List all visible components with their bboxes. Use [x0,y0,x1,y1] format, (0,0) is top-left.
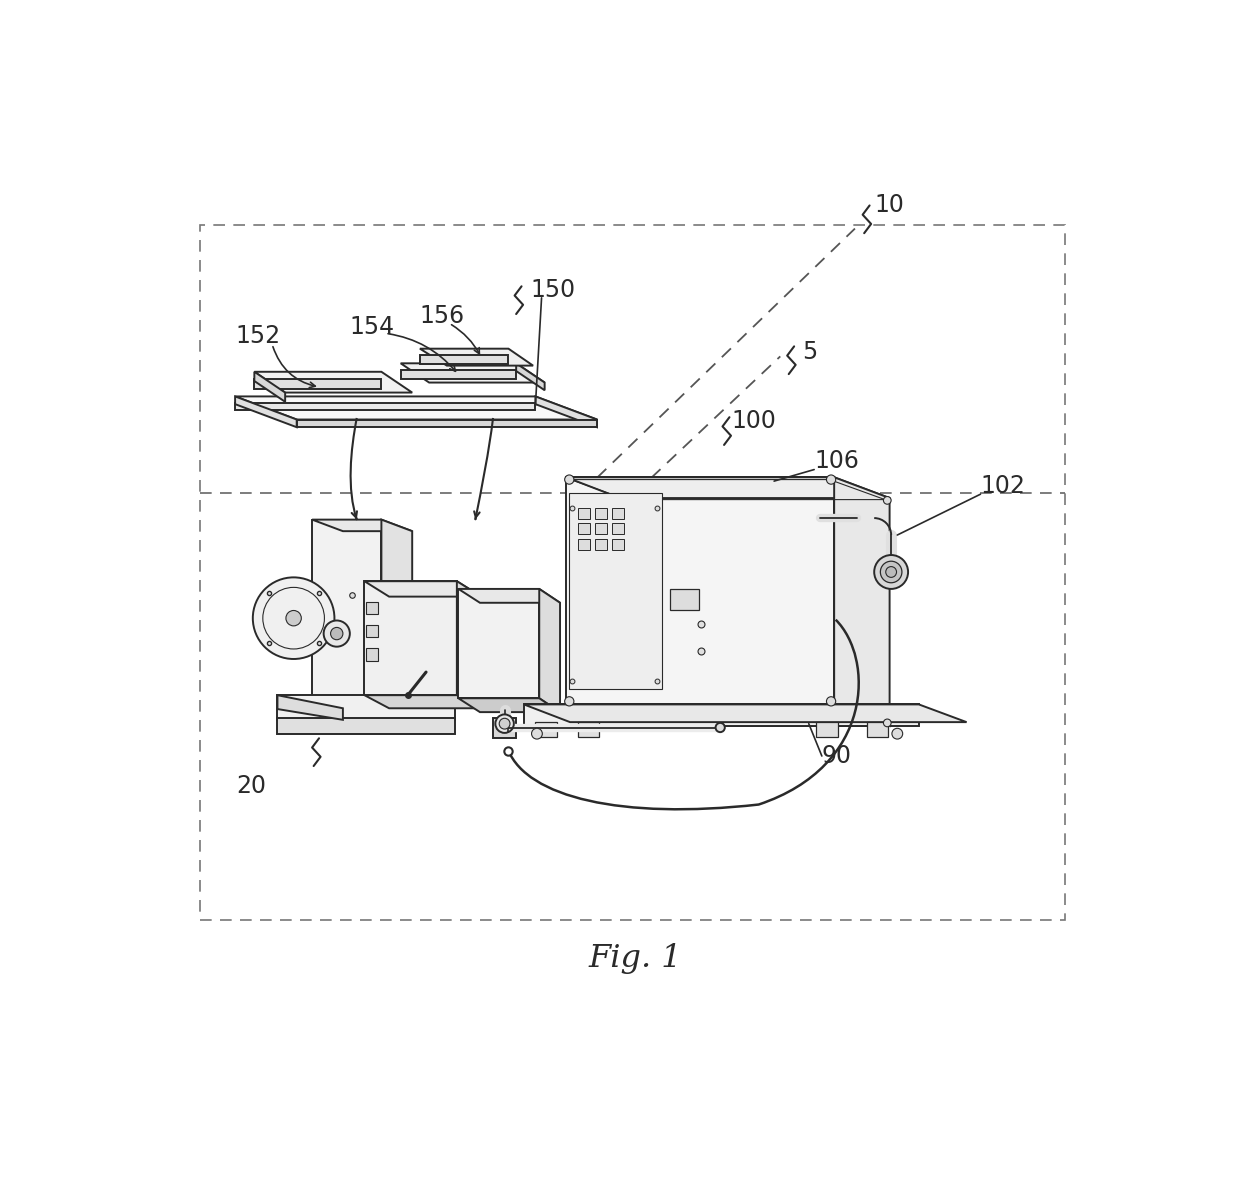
Polygon shape [611,523,624,534]
Circle shape [883,719,892,727]
Polygon shape [296,420,596,427]
Text: 106: 106 [815,449,859,473]
Text: 90: 90 [822,744,852,769]
Polygon shape [578,538,590,549]
Polygon shape [401,370,516,380]
Polygon shape [578,722,599,737]
Text: 154: 154 [350,315,394,339]
Text: 5: 5 [802,339,817,364]
Circle shape [826,696,836,706]
Polygon shape [312,696,412,708]
Polygon shape [595,508,608,518]
Polygon shape [401,363,544,383]
Circle shape [883,497,892,504]
Polygon shape [366,649,377,661]
Polygon shape [595,538,608,549]
Polygon shape [816,722,838,737]
Polygon shape [278,719,455,734]
Polygon shape [523,704,919,726]
Circle shape [892,728,903,739]
Circle shape [532,728,542,739]
Text: 100: 100 [732,409,776,433]
Polygon shape [366,625,377,637]
Polygon shape [365,581,456,695]
Polygon shape [420,349,533,365]
Polygon shape [578,508,590,518]
Circle shape [564,696,574,706]
Polygon shape [867,722,888,737]
Text: 10: 10 [874,193,904,217]
Circle shape [826,474,836,484]
Polygon shape [567,477,889,498]
Polygon shape [278,695,455,720]
Polygon shape [382,519,412,708]
Polygon shape [312,519,382,696]
Text: 152: 152 [236,324,280,349]
Polygon shape [236,396,296,427]
Polygon shape [494,719,516,738]
Polygon shape [578,523,590,534]
Circle shape [874,555,908,589]
Polygon shape [459,699,560,712]
Polygon shape [611,508,624,518]
Polygon shape [366,602,377,614]
Polygon shape [536,396,596,427]
Polygon shape [567,477,835,704]
Text: 156: 156 [420,304,465,327]
Text: 20: 20 [237,774,267,798]
Text: 102: 102 [981,473,1025,498]
Polygon shape [459,589,560,602]
Circle shape [885,567,897,578]
Circle shape [324,620,350,646]
Polygon shape [254,371,412,393]
Bar [201,225,1065,920]
Circle shape [564,474,574,484]
Polygon shape [595,523,608,534]
Polygon shape [254,380,382,389]
Circle shape [500,719,510,729]
Polygon shape [536,722,557,737]
Circle shape [880,561,901,582]
Text: 150: 150 [531,279,575,302]
Circle shape [715,723,725,732]
Circle shape [495,714,513,733]
Polygon shape [365,695,481,708]
Polygon shape [459,589,539,699]
Polygon shape [567,704,889,726]
Polygon shape [516,363,544,390]
Polygon shape [236,396,596,420]
Polygon shape [523,704,967,722]
Polygon shape [254,371,285,402]
Circle shape [286,611,301,626]
Polygon shape [420,355,508,364]
Circle shape [253,578,335,659]
Polygon shape [670,589,699,611]
Polygon shape [568,492,662,689]
Polygon shape [365,581,481,597]
Polygon shape [539,589,560,712]
Polygon shape [236,402,536,410]
Polygon shape [835,477,889,726]
Polygon shape [456,581,481,708]
Polygon shape [312,519,412,531]
Text: Fig. 1: Fig. 1 [589,943,682,974]
Circle shape [331,627,343,639]
Polygon shape [611,538,624,549]
Polygon shape [278,695,343,720]
